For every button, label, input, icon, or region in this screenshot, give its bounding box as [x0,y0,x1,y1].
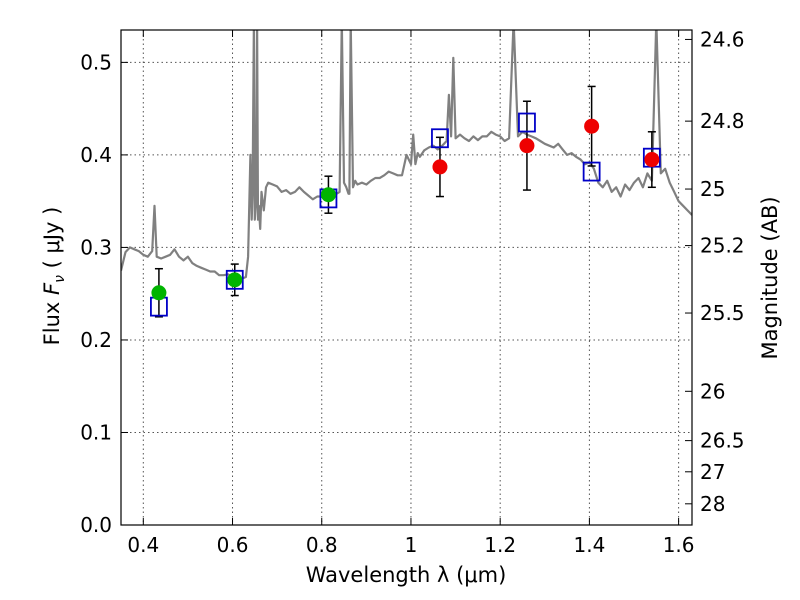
y2-tick-label: 26.5 [700,429,745,453]
x-tick-label: 1 [405,533,418,557]
y2-tick-label: 24.6 [700,27,745,51]
y-axis-label-suffix: ( μJy ) [40,207,64,275]
model-photometry-square [225,269,244,290]
y2-tick-label: 26 [700,379,725,403]
right-axis-label: Magnitude (AB) [758,196,782,359]
y2-tick-label: 25 [700,177,725,201]
marker-layer [150,85,661,318]
x-tick-label: 0.4 [127,533,159,557]
x-tick-label: 1.6 [663,533,695,557]
nir-detection-point [432,159,448,175]
nir-detection-point [644,152,660,168]
x-tick-label: 0.8 [306,533,338,557]
model-photometry-square [518,112,536,133]
y2-tick-label: 27 [700,460,725,484]
plot-frame [120,29,693,526]
spectrum-layer [121,30,692,280]
x-tick-label: 0.6 [217,533,249,557]
x-tick-label: 1.4 [573,533,605,557]
grid-lines [121,30,692,526]
y-axis-label: Flux Fν ( μJy ) [40,207,68,346]
nir-detection-point [519,138,535,154]
optical-detection-point [320,187,336,203]
optical-detection-point [151,285,167,301]
y-tick-label: 0.1 [80,420,112,444]
y-tick-label: 0.0 [80,513,112,537]
y2-tick-label: 25.2 [700,234,745,258]
model-photometry-square [582,161,601,182]
y-tick-label: 0.2 [80,328,112,352]
y-axis-label-prefix: Flux [40,295,64,345]
y-tick-label: 0.5 [80,50,112,74]
model-photometry-square [431,128,449,149]
y2-tick-label: 25.5 [700,301,745,325]
y-tick-label: 0.3 [80,235,112,259]
ticks-layer: 0.4 0.6 0.8 1 1.2 1.4 1.6 0.0 0.1 0.2 0.3 0.4 0.5 24.… [80,27,744,557]
y-axis-label-subscript: ν [52,275,68,283]
optical-detection-point [227,272,243,288]
y2-tick-label: 24.8 [700,109,745,133]
y2-tick-label: 28 [700,492,725,516]
y-tick-label: 0.4 [80,143,112,167]
nir-detection-point [584,118,600,134]
x-tick-label: 1.2 [484,533,516,557]
model-spectrum-line [121,30,692,280]
x-axis-label: Wavelength λ (μm) [306,563,507,587]
y-axis-label-symbol: F [40,282,64,295]
